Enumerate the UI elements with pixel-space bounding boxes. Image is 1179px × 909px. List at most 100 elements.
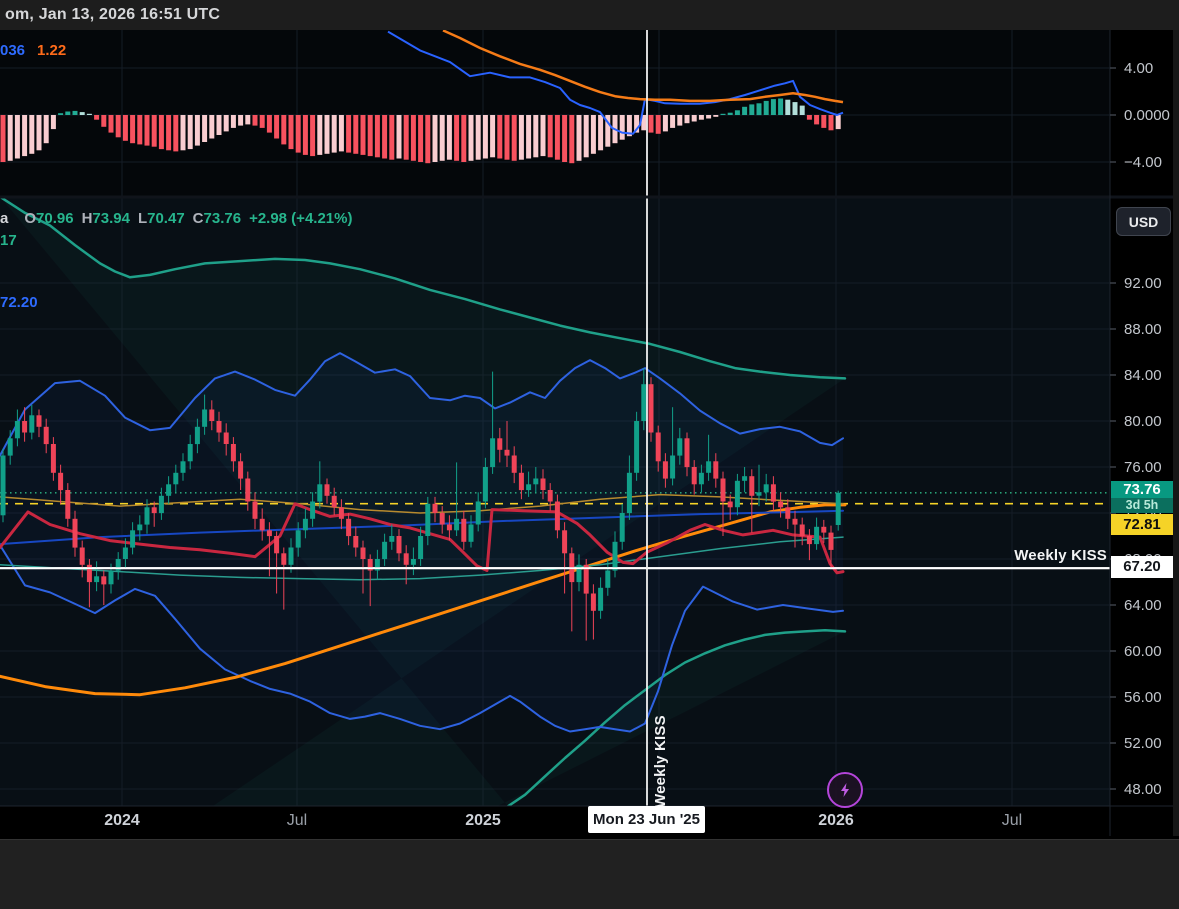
- histogram-bar: [374, 115, 380, 158]
- candle-body: [749, 476, 755, 496]
- currency-label: USD: [1128, 213, 1159, 230]
- histogram-bar: [576, 115, 582, 161]
- candle-body: [245, 478, 251, 502]
- candle-body: [626, 472, 632, 514]
- candle-body: [835, 492, 841, 525]
- histogram-bar: [14, 115, 20, 159]
- candle-body: [562, 530, 568, 554]
- candle-body: [158, 495, 164, 514]
- histogram-bar: [29, 115, 35, 154]
- histogram-bar: [346, 115, 352, 153]
- currency-toggle-button[interactable]: USD: [1116, 207, 1171, 236]
- histogram-bar: [778, 98, 784, 115]
- candle-body: [266, 530, 272, 537]
- price-axis[interactable]: 92.0088.0084.0080.0076.0072.0068.0064.00…: [1110, 60, 1170, 798]
- histogram-bar: [151, 115, 157, 147]
- histogram-bar: [533, 115, 539, 158]
- candle-body: [101, 576, 107, 585]
- histogram-bar: [396, 115, 402, 159]
- histogram-bar: [619, 115, 625, 140]
- candle-body: [360, 547, 366, 559]
- histogram-bar: [662, 115, 668, 132]
- candle-body: [166, 484, 172, 496]
- histogram-bar: [360, 115, 366, 155]
- symbol-fragment: a: [0, 210, 9, 227]
- histogram-bar: [353, 115, 359, 154]
- candle-body: [115, 559, 121, 571]
- time-tick-label: 2024: [104, 812, 140, 829]
- candle-body: [785, 507, 791, 519]
- candle-body: [461, 518, 467, 542]
- candle-body: [828, 532, 834, 550]
- histogram-bar: [0, 115, 6, 162]
- grid: [0, 30, 1110, 806]
- histogram-bar: [22, 115, 28, 157]
- bar-countdown: 3d 5h: [1111, 498, 1173, 513]
- histogram-bar: [468, 115, 474, 161]
- time-axis[interactable]: 2024Jul2025Jul2026Jul: [104, 812, 1022, 829]
- candle-body: [144, 507, 150, 525]
- histogram-bar: [799, 105, 805, 115]
- candle-body: [173, 472, 179, 485]
- macd-value-blue: 036: [0, 42, 26, 59]
- candle-body: [302, 518, 308, 531]
- open-value: 70.96: [36, 210, 74, 227]
- histogram-bar: [108, 115, 114, 133]
- candle-body: [756, 492, 762, 496]
- candle-body: [324, 484, 330, 496]
- histogram-bar: [389, 115, 395, 160]
- histogram-bar: [504, 115, 510, 160]
- open-label: O: [24, 210, 37, 227]
- histogram-bar: [194, 115, 200, 146]
- histogram-bar: [338, 115, 344, 152]
- candle-body: [202, 409, 208, 427]
- price-tick-label: 52.00: [1124, 735, 1162, 752]
- histogram-bar: [425, 115, 431, 164]
- histogram-bar: [749, 104, 755, 115]
- candle-body: [382, 541, 388, 560]
- candle-body: [14, 421, 20, 439]
- histogram-bar: [713, 115, 719, 117]
- flash-event-icon[interactable]: [827, 772, 863, 808]
- histogram-bar: [43, 115, 49, 144]
- histogram-bar: [65, 111, 71, 115]
- candle-body: [79, 547, 85, 565]
- candle-body: [22, 421, 28, 433]
- candle-body: [598, 587, 604, 611]
- histogram-bar: [252, 115, 258, 126]
- histogram-bar: [569, 115, 575, 164]
- histogram-bar: [518, 115, 524, 160]
- candle-body: [216, 421, 222, 433]
- candle-body: [497, 438, 503, 450]
- band-fill: [1, 198, 845, 806]
- histogram-bar: [187, 115, 193, 150]
- candle-body: [65, 490, 71, 519]
- candle-body: [540, 478, 546, 490]
- histogram-bar: [7, 115, 13, 161]
- overlay-bb_lower: [0, 544, 844, 733]
- histogram-bar: [209, 115, 215, 139]
- histogram-bar: [720, 113, 726, 115]
- histogram-bar: [461, 115, 467, 162]
- histogram-bar: [302, 115, 308, 155]
- weekly-kiss-vertical-label[interactable]: Weekly KISS: [652, 715, 669, 808]
- price-tick-label: 76.00: [1124, 459, 1162, 476]
- histogram-bar: [684, 115, 690, 124]
- high-value: 73.94: [92, 210, 130, 227]
- candle-body: [7, 438, 13, 456]
- bottom-panel: [0, 839, 1179, 909]
- overlay-ma_amber: [0, 493, 844, 514]
- weekly-kiss-line-label[interactable]: Weekly KISS: [1014, 547, 1107, 564]
- crosshair-date-tooltip: Mon 23 Jun '25: [588, 806, 705, 833]
- candle-body: [194, 426, 200, 445]
- candle-body: [446, 524, 452, 531]
- histogram-bar: [223, 115, 229, 132]
- candle-body: [526, 484, 532, 491]
- lightning-bolt-icon: [841, 783, 849, 797]
- histogram-bar: [50, 115, 56, 130]
- time-tick-label: 2025: [465, 812, 501, 829]
- overlay-bb_upper: [0, 352, 844, 457]
- ma-legend-value: 72.20: [0, 294, 38, 311]
- histogram-bar: [180, 115, 186, 151]
